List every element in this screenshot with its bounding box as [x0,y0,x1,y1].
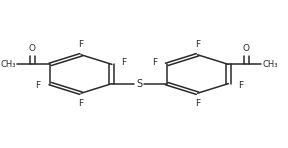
Text: F: F [79,99,84,108]
Text: F: F [152,58,157,67]
Text: CH₃: CH₃ [263,60,278,69]
Text: O: O [243,44,250,53]
Text: F: F [195,40,200,49]
Text: S: S [136,79,142,89]
Text: F: F [35,81,41,90]
Text: F: F [238,81,243,90]
Text: F: F [79,40,84,49]
Text: O: O [29,44,36,53]
Text: F: F [195,99,200,108]
Text: CH₃: CH₃ [0,60,16,69]
Text: F: F [122,58,127,67]
